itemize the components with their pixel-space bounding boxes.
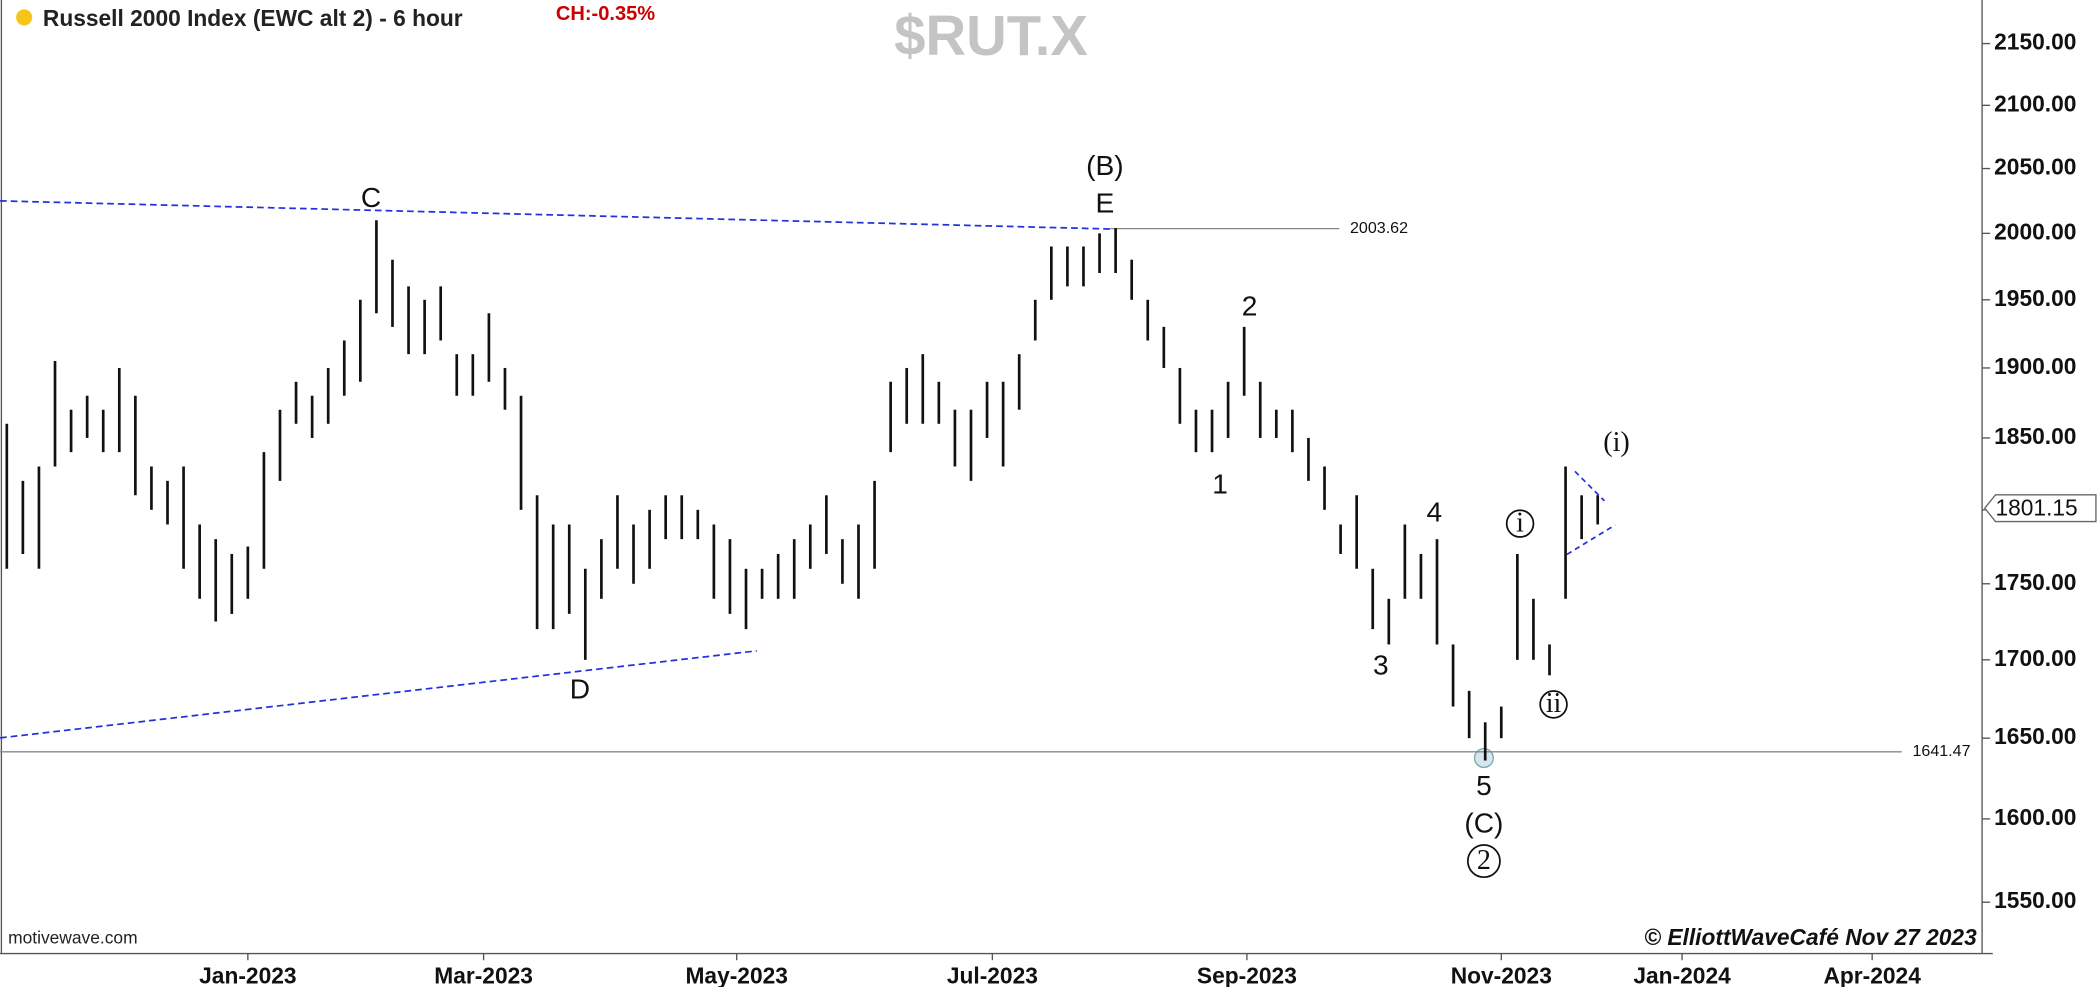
y-tick-label: 2100.00 [1994,90,2076,116]
wave-label: 2 [1477,845,1491,876]
wave-label: E [1096,187,1115,218]
level-label: 1641.47 [1912,742,1970,760]
y-tick-label: 2000.00 [1994,218,2076,244]
x-tick-label: Nov-2023 [1451,963,1552,987]
source-label: motivewave.com [8,927,138,947]
trend-line [1574,470,1606,502]
x-tick-label: May-2023 [685,963,787,987]
wave-label: (B) [1086,150,1123,181]
wave-label: 1 [1212,469,1228,500]
x-tick-label: Apr-2024 [1823,963,1921,987]
wave-label: i [1516,507,1524,538]
symbol-watermark: $RUT.X [894,4,1088,67]
x-tick-label: Jan-2023 [199,963,296,987]
y-tick-label: 1850.00 [1994,423,2076,449]
wave-label: 3 [1373,649,1389,680]
status-dot [16,9,33,26]
x-tick-label: Sep-2023 [1197,963,1297,987]
last-price-label: 1801.15 [1995,495,2077,521]
last-price-box [1983,494,2097,523]
x-tick-label: Jul-2023 [947,963,1038,987]
wave-circle [1539,690,1568,719]
y-tick-label: 1900.00 [1994,353,2076,379]
wave-label: 5 [1476,770,1492,801]
credit-label: © ElliottWaveCafé Nov 27 2023 [1644,924,1977,950]
y-tick-label: 1750.00 [1994,569,2076,595]
change-label: CH:-0.35% [556,3,655,25]
y-tick-label: 1550.00 [1994,887,2076,913]
trend-line [1566,524,1616,556]
x-tick-label: Mar-2023 [434,963,533,987]
wave-label: C [361,182,381,213]
wave-label: (C) [1464,807,1503,838]
y-tick-label: 1650.00 [1994,723,2076,749]
wave-circle [1466,844,1501,879]
wave-label: 2 [1242,290,1258,321]
y-tick-label: 1600.00 [1994,804,2076,830]
chart-title: Russell 2000 Index (EWC alt 2) - 6 hour [43,5,463,31]
x-tick-label: Jan-2024 [1633,963,1731,987]
wave-label: (i) [1603,427,1630,458]
wave-circle [1505,509,1535,538]
y-tick-label: 2150.00 [1994,29,2076,55]
trend-line [0,200,1111,230]
wave-label: D [570,673,590,704]
y-tick-label: 1700.00 [1994,645,2076,671]
y-tick-label: 1950.00 [1994,285,2076,311]
wave-label: ii [1546,688,1562,719]
y-tick-label: 2050.00 [1994,154,2076,180]
wave-label: 4 [1427,497,1443,528]
level-label: 2003.62 [1350,219,1408,237]
trend-line [0,649,757,739]
